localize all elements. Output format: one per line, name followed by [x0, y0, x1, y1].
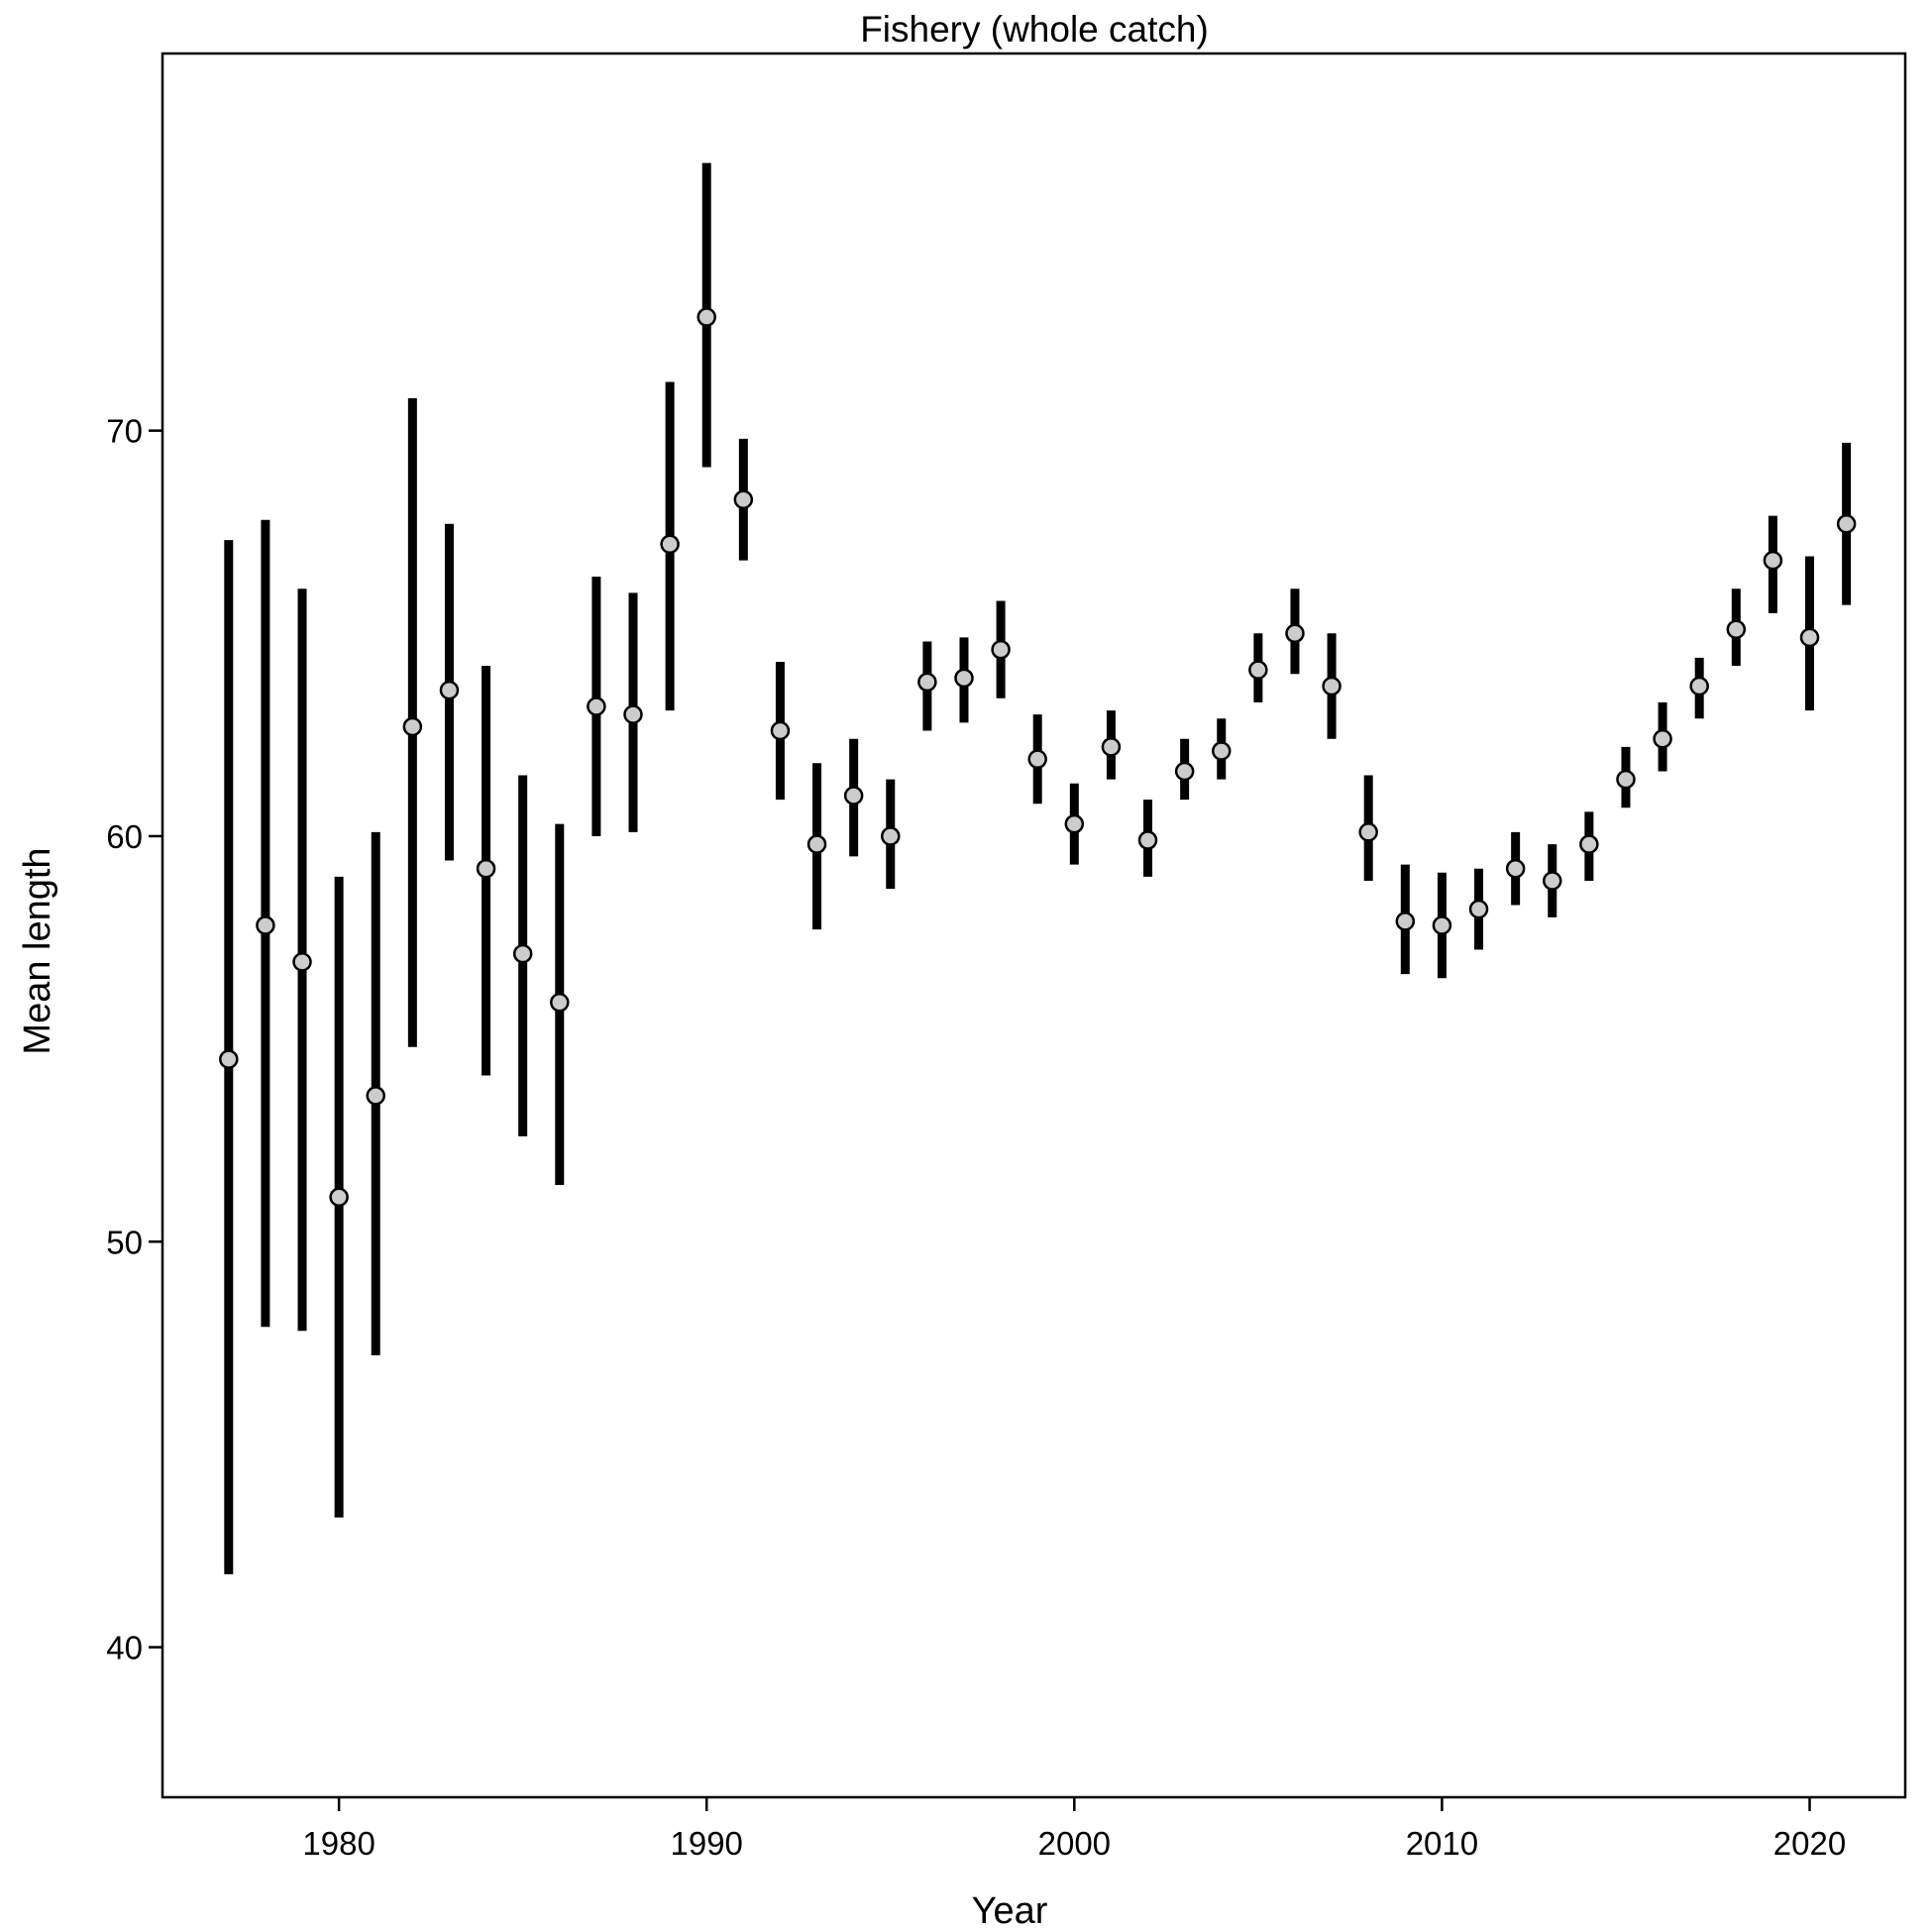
x-tick-label: 1980 [302, 1825, 375, 1862]
data-point [697, 307, 716, 327]
data-point [1358, 822, 1378, 842]
error-bars [224, 162, 1852, 1574]
data-point [1248, 660, 1268, 680]
data-point [1616, 769, 1636, 790]
data-point [843, 786, 864, 805]
data-point [1799, 627, 1820, 648]
data-point [1395, 912, 1416, 931]
y-axis: 40 50 60 70 [106, 413, 162, 1666]
y-tick-label: 70 [106, 413, 143, 450]
data-point [806, 834, 827, 854]
data-point [917, 672, 937, 693]
data-point [1726, 619, 1747, 639]
data-point [1212, 741, 1232, 761]
data-point [770, 720, 791, 741]
data-point [1027, 749, 1047, 769]
data-point [1505, 858, 1526, 879]
data-point [587, 697, 606, 716]
x-axis-label: Year [972, 1890, 1048, 1932]
x-tick-label: 1990 [671, 1825, 743, 1862]
data-point [1653, 728, 1672, 749]
data-point [1322, 676, 1342, 697]
data-point [256, 915, 275, 935]
data-point [1542, 871, 1562, 891]
data-point [1468, 899, 1489, 919]
data-points [219, 307, 1857, 1207]
x-tick-label: 2000 [1038, 1825, 1111, 1862]
data-point [512, 943, 533, 964]
x-axis: 1980 1990 2000 2010 2020 [302, 1797, 1846, 1862]
data-point [219, 1049, 239, 1069]
data-point [1064, 813, 1085, 834]
data-point [329, 1187, 349, 1207]
data-point [623, 704, 643, 724]
y-tick-label: 60 [106, 818, 143, 855]
data-point [733, 489, 754, 509]
data-point [954, 668, 974, 689]
data-point [476, 858, 496, 879]
data-point [1579, 834, 1599, 854]
data-point [881, 826, 901, 846]
data-point [1763, 550, 1783, 571]
data-point [1689, 676, 1709, 697]
x-tick-label: 2020 [1773, 1825, 1846, 1862]
x-tick-label: 2010 [1406, 1825, 1478, 1862]
chart-title: Fishery (whole catch) [860, 9, 1209, 50]
data-point [1174, 761, 1195, 782]
data-point [1137, 830, 1158, 850]
data-point [366, 1086, 385, 1106]
data-point [439, 680, 460, 700]
data-point [550, 993, 570, 1013]
data-point [1101, 737, 1122, 757]
data-point [1285, 623, 1305, 644]
data-point [991, 639, 1011, 660]
plot-frame [161, 52, 1907, 1799]
y-tick-label: 40 [106, 1630, 143, 1666]
data-point [402, 716, 423, 737]
data-point [292, 952, 312, 972]
y-axis-label: Mean length [17, 847, 58, 1054]
data-point [1836, 514, 1857, 534]
y-tick-label: 50 [106, 1224, 143, 1260]
data-point [1432, 915, 1452, 935]
data-point [660, 534, 680, 555]
